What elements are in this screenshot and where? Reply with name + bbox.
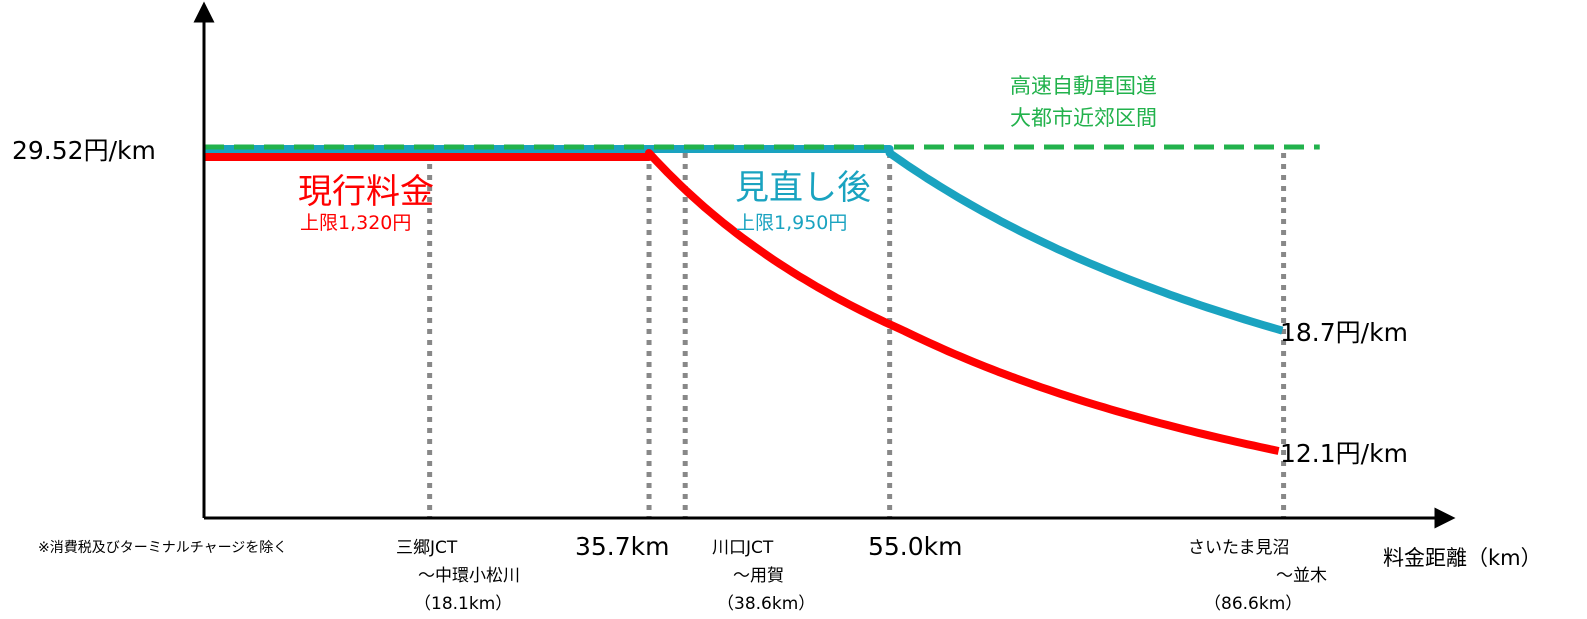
x-axis-label: 料金距離（km） bbox=[1383, 546, 1542, 570]
footnote: ※消費税及びターミナルチャージを除く bbox=[38, 540, 287, 556]
marker-label: さいたま見沼 bbox=[1188, 538, 1290, 558]
series-expressway-name-line2: 大都市近郊区間 bbox=[1010, 106, 1157, 130]
series-current-line bbox=[204, 149, 1280, 455]
marker-label: ～中環小松川 bbox=[418, 566, 520, 586]
series-lines bbox=[204, 144, 1320, 455]
series-revised-name: 見直し後 bbox=[735, 168, 871, 208]
marker-label: （18.1km） bbox=[414, 594, 512, 614]
end-label-revised: 18.7円/km bbox=[1280, 318, 1408, 347]
marker-label: 川口JCT bbox=[712, 538, 774, 558]
labels: 29.52円/km 35.7km 55.0km 料金距離（km） ※消費税及びタ… bbox=[12, 74, 1542, 614]
x-tick-label-55-0: 55.0km bbox=[868, 532, 963, 561]
end-label-current: 12.1円/km bbox=[1280, 439, 1408, 468]
y-tick-label: 29.52円/km bbox=[12, 136, 156, 165]
series-current-name: 現行料金 bbox=[298, 172, 434, 212]
marker-label: ～並木 bbox=[1276, 566, 1327, 586]
marker-label: （38.6km） bbox=[717, 594, 815, 614]
marker-label: 三郷JCT bbox=[396, 538, 458, 558]
series-current-sublabel: 上限1,320円 bbox=[300, 212, 411, 234]
marker-label: （86.6km） bbox=[1204, 594, 1302, 614]
marker-label: ～用賀 bbox=[733, 566, 784, 586]
series-revised-sublabel: 上限1,950円 bbox=[736, 212, 847, 234]
series-revised-line bbox=[204, 145, 1284, 335]
series-expressway-name-line1: 高速自動車国道 bbox=[1010, 74, 1157, 98]
axes bbox=[193, 1, 1456, 529]
x-tick-label-35-7: 35.7km bbox=[575, 532, 670, 561]
